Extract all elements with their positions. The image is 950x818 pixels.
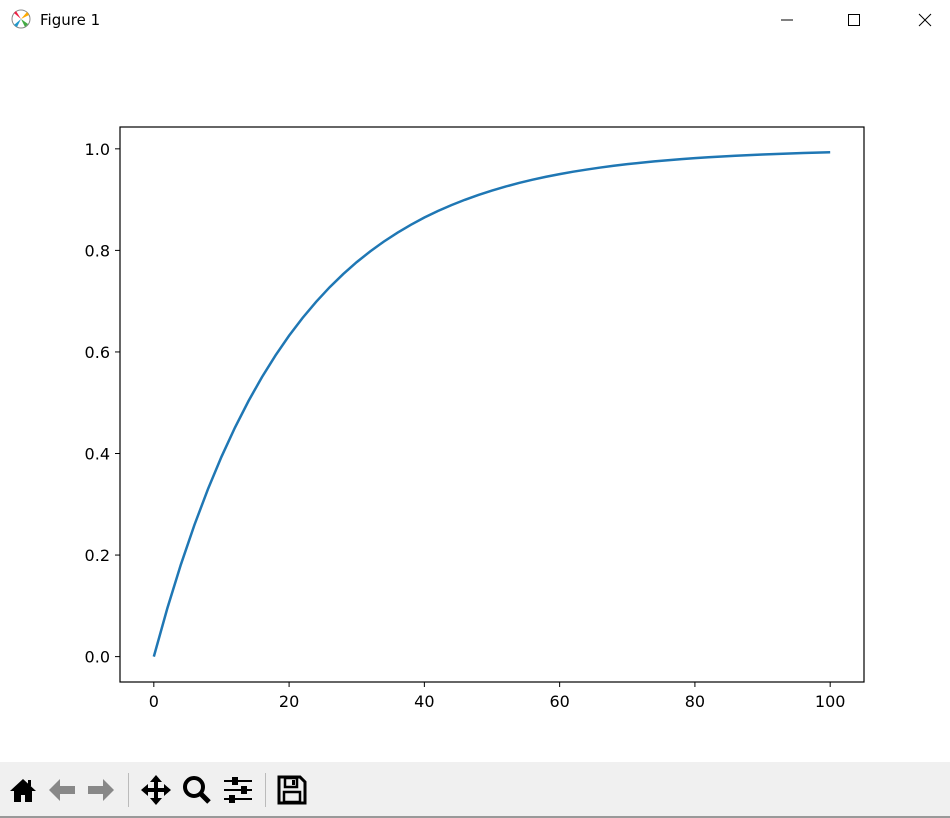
zoom-magnifier-icon <box>183 776 211 804</box>
minimize-icon <box>781 19 793 21</box>
x-tick-label: 40 <box>414 692 434 711</box>
pan-move-icon <box>141 775 171 805</box>
maximize-button[interactable] <box>831 5 877 35</box>
close-icon <box>918 13 932 27</box>
back-arrow-icon <box>49 779 75 801</box>
title-bar: Figure 1 <box>0 0 950 40</box>
x-tick-label: 100 <box>815 692 846 711</box>
save-button[interactable] <box>275 774 309 806</box>
series-line <box>152 150 831 657</box>
pan-button[interactable] <box>139 774 173 806</box>
chart-canvas: 0 20 40 60 80 100 0.0 0.2 0.4 0.6 0.8 1.0 <box>85 126 865 711</box>
back-button[interactable] <box>45 774 79 806</box>
y-tick-label: 0.4 <box>85 445 110 464</box>
x-tick-label: 80 <box>685 692 705 711</box>
window-title: Figure 1 <box>40 11 101 29</box>
axes-frame <box>119 126 865 683</box>
configure-subplots-button[interactable] <box>221 774 255 806</box>
home-icon <box>10 779 36 802</box>
configure-subplots-icon <box>224 777 252 803</box>
forward-arrow-icon <box>88 779 114 801</box>
y-tick-label: 0.2 <box>85 546 110 565</box>
toolbar-separator <box>265 773 266 807</box>
x-tick-label: 60 <box>549 692 569 711</box>
zoom-button[interactable] <box>180 774 214 806</box>
y-tick-label: 1.0 <box>85 140 110 159</box>
y-tick-label: 0.6 <box>85 343 110 362</box>
x-tick-label: 20 <box>279 692 299 711</box>
save-floppy-icon <box>277 775 307 805</box>
navigation-toolbar <box>0 762 950 818</box>
toolbar-separator <box>128 773 129 807</box>
y-tick-label: 0.0 <box>85 648 110 667</box>
close-button[interactable] <box>902 5 948 35</box>
home-button[interactable] <box>6 774 40 806</box>
forward-button[interactable] <box>84 774 118 806</box>
x-tick-label: 0 <box>149 692 159 711</box>
maximize-icon <box>848 14 860 26</box>
minimize-button[interactable] <box>764 5 810 35</box>
y-tick-label: 0.8 <box>85 241 110 260</box>
matplotlib-logo-icon <box>11 9 31 29</box>
